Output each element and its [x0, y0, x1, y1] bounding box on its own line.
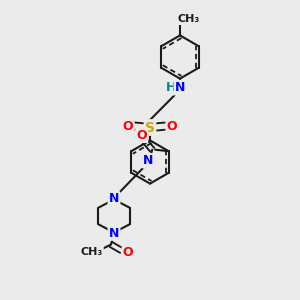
- Text: O: O: [123, 246, 134, 260]
- Text: H: H: [166, 81, 176, 94]
- Text: S: S: [145, 121, 155, 134]
- Text: O: O: [123, 119, 134, 133]
- Text: CH₃: CH₃: [178, 14, 200, 24]
- Text: N: N: [143, 154, 154, 167]
- Text: CH₃: CH₃: [80, 247, 103, 257]
- Text: N: N: [109, 226, 119, 240]
- Text: N: N: [175, 81, 185, 94]
- Text: N: N: [109, 192, 119, 206]
- Text: O: O: [167, 119, 177, 133]
- Text: O: O: [136, 129, 147, 142]
